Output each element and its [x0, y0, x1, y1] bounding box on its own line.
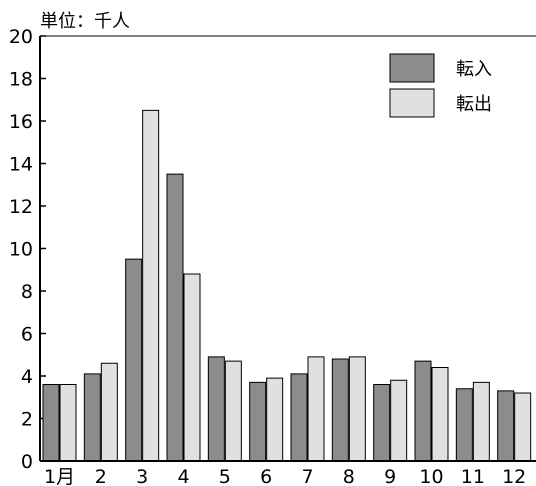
bar-transfer-out	[142, 109, 160, 462]
legend: 転入 転出	[389, 53, 492, 118]
bar-transfer-in	[497, 390, 515, 462]
y-tick-label: 0	[21, 451, 33, 473]
bar-transfer-in	[207, 356, 225, 462]
y-tick-label: 16	[9, 111, 33, 133]
bar-transfer-in	[290, 373, 308, 462]
bar-transfer-in	[83, 373, 101, 462]
y-tick-label: 12	[9, 196, 33, 218]
x-tick-label: 5	[219, 466, 231, 486]
x-tick-label: 2	[95, 466, 107, 486]
x-tick-label: 7	[301, 466, 313, 486]
bar-transfer-out	[266, 377, 284, 462]
legend-swatch-transfer-in	[389, 53, 435, 83]
y-tick-label: 2	[21, 409, 33, 431]
bar-transfer-in	[331, 358, 349, 462]
y-tick-label: 4	[21, 366, 33, 388]
x-tick-label: 3	[136, 466, 148, 486]
bar-transfer-out	[472, 381, 490, 462]
bar-transfer-in	[42, 384, 60, 462]
bar-transfer-in	[373, 384, 391, 462]
y-tick-label: 10	[9, 239, 33, 261]
x-tick-label: 10	[419, 466, 443, 486]
bar-transfer-out	[59, 384, 77, 462]
x-tick-label: 9	[384, 466, 396, 486]
legend-swatch-transfer-out	[389, 88, 435, 118]
y-tick-label: 8	[21, 281, 33, 303]
plot-area: 0 2 4 6 8 10 12 14 16 18 20 1月 2 3 4 5 6 7 8 9 10 11 12	[9, 26, 536, 486]
y-tick-label: 6	[21, 324, 33, 346]
bar-transfer-out	[348, 356, 366, 462]
bar-transfer-in	[166, 173, 184, 462]
legend-label-transfer-out: 転出	[456, 94, 492, 115]
bar-transfer-in	[249, 381, 267, 462]
x-tick-label: 6	[260, 466, 272, 486]
x-tick-label: 12	[502, 466, 526, 486]
bar-transfer-in	[414, 360, 432, 462]
bar-transfer-out	[183, 273, 201, 462]
y-tick-label: 20	[9, 26, 33, 48]
bar-transfer-out	[307, 356, 325, 462]
bar-transfer-in	[125, 258, 143, 462]
legend-label-transfer-in: 転入	[456, 59, 492, 80]
bar-transfer-out	[431, 367, 449, 462]
x-tick-label: 11	[461, 466, 485, 486]
x-tick-label: 8	[343, 466, 355, 486]
bar-transfer-out	[390, 379, 408, 462]
x-tick-label: 1月	[44, 466, 75, 486]
x-tick-label: 4	[177, 466, 189, 486]
bar-transfer-out	[514, 392, 532, 462]
y-tick-label: 18	[9, 69, 33, 91]
y-tick-label: 14	[9, 154, 33, 176]
bar-transfer-out	[224, 360, 242, 462]
bar-transfer-out	[100, 362, 118, 462]
unit-label: 単位：千人	[40, 11, 130, 32]
bar-transfer-in	[455, 388, 473, 462]
